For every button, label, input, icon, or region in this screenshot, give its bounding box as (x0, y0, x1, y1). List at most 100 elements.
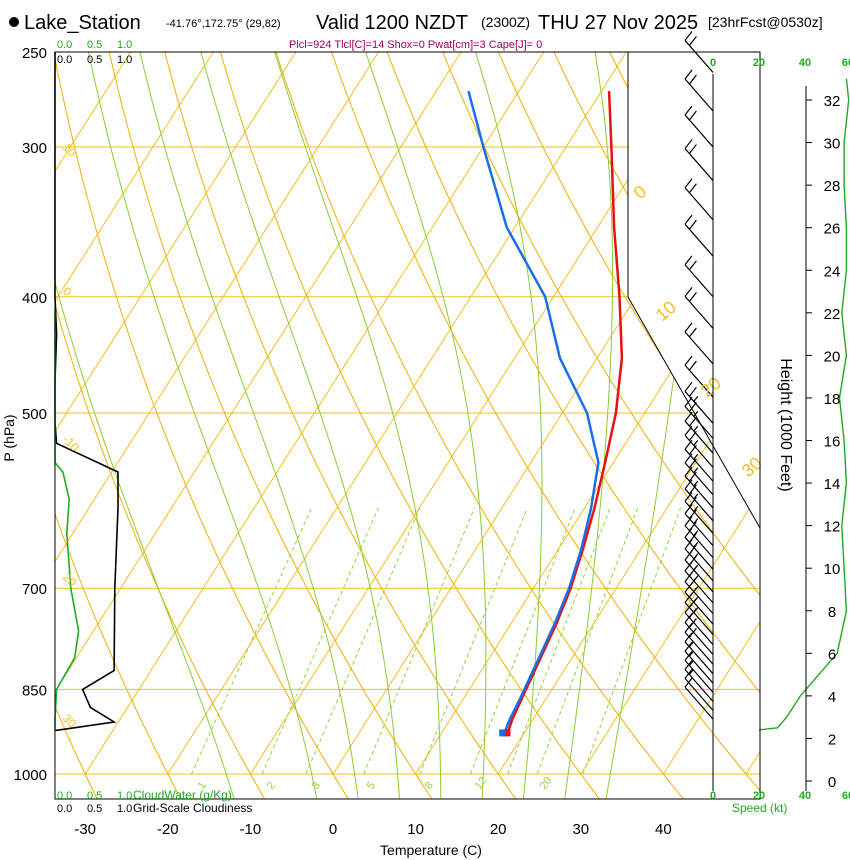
cloudwater-scale-bottom: 0.5 (87, 790, 102, 802)
wind-barb-feather (688, 458, 697, 469)
cloudiness-scale-top: 0.5 (87, 54, 102, 66)
wind-barb-feather (684, 561, 693, 572)
mixing-ratio-label: 1 (196, 780, 209, 792)
dry-adiabat (442, 52, 760, 597)
wind-barb-feather (684, 593, 693, 603)
wind-barb (684, 516, 714, 558)
wind-barb-feather (684, 286, 693, 297)
cloudiness-scale-bottom: 0.0 (57, 803, 72, 815)
cloudiness-scale-top: 1.0 (117, 54, 132, 66)
isotherm-line (167, 52, 627, 775)
pressure-tick-label: 850 (22, 682, 47, 699)
wind-barb (684, 139, 714, 181)
wind-barb-feather (684, 322, 693, 333)
isotherm-line (829, 52, 850, 774)
dry-adiabat (164, 52, 517, 799)
mixing-ratio-label: 5 (365, 780, 378, 792)
wind-barb-staff (684, 187, 714, 221)
wind-barb-feather (684, 504, 693, 514)
wind-barb-feather (688, 110, 697, 121)
wind-barb-feather (688, 521, 697, 531)
wind-barb-feather (684, 411, 693, 422)
wind-barb-feather (684, 527, 693, 538)
dry-adiabat (55, 705, 98, 799)
wind-barb-feather (688, 386, 697, 397)
wind-barb-staff (684, 475, 714, 509)
wind-barb (684, 641, 714, 684)
wind-barb-feather (684, 539, 693, 550)
moist-adiabat (55, 280, 235, 799)
wind-barb (684, 322, 714, 365)
dry-adiabat (275, 52, 684, 799)
temperature-tick-label: -20 (157, 821, 179, 838)
wind-barb-feather (684, 397, 693, 407)
cloud-profiles (54, 52, 850, 732)
cloudiness-scale-bottom: 0.5 (87, 803, 102, 815)
isotherm-line (580, 490, 760, 775)
wind-barb-feather (688, 496, 697, 507)
wind-barb-feather (688, 627, 697, 638)
pressure-tick-label: 1000 (14, 767, 47, 784)
height-tick-label: 0 (828, 774, 836, 791)
wind-barb-staff (684, 622, 714, 655)
isotherm-line (84, 52, 545, 775)
height-tick-label: 28 (824, 178, 841, 195)
height-tick-label: 22 (824, 306, 841, 323)
wind-barb-feather (684, 255, 693, 266)
height-tick-label: 4 (828, 689, 836, 706)
wind-barb-staff (684, 660, 714, 693)
temperature-axis-title: Temperature (C) (380, 842, 482, 858)
wind-barb (684, 622, 714, 665)
moist-adiabat (475, 52, 543, 799)
isotherm-line (55, 52, 297, 433)
temperature-tick-label: -30 (74, 821, 96, 838)
wind-barb-feather (688, 430, 697, 441)
cloudwater-scale-top: 1.0 (117, 39, 132, 51)
wind-barb-half-feather (693, 395, 699, 402)
temperature-tick-label: -10 (240, 821, 262, 838)
wind-barb-feather (688, 144, 697, 154)
wind-barb-staff (684, 669, 714, 702)
grid-mask (628, 52, 760, 528)
wind-barb-staff (684, 448, 714, 482)
temperature-tick-label: 30 (572, 821, 589, 838)
wind-barb-half-feather (693, 505, 699, 512)
wind-barb-feather (684, 641, 693, 652)
pressure-tick-label: 250 (22, 45, 47, 62)
dry-adiabat (497, 52, 760, 500)
wind-barb-staff (684, 390, 714, 424)
moist-adiabat (200, 52, 400, 799)
mixing-ratio-line (469, 507, 576, 775)
temperature-tick-label: 20 (490, 821, 507, 838)
height-tick-label: 2 (828, 731, 836, 748)
frame-diagonal (627, 296, 760, 529)
dry-adiabat (55, 56, 349, 799)
wind-barb-feather (684, 425, 693, 436)
wind-barb-staff (684, 78, 714, 112)
dry-adiabat (219, 52, 601, 799)
zulu-time: (2300Z) (481, 14, 530, 30)
isotherm-line (745, 751, 760, 775)
pressure-tick-label: 400 (22, 290, 47, 307)
speed-scale-top: 20 (753, 57, 765, 69)
thermo-grid (55, 52, 850, 799)
isotherm-line (55, 52, 462, 693)
wind-barb-staff (684, 686, 714, 720)
speed-scale-bottom: 40 (799, 790, 811, 802)
cloudwater-profile (54, 309, 80, 731)
wind-barb (684, 425, 714, 468)
wind-barb-feather (688, 327, 697, 338)
wind-barb (684, 105, 714, 148)
isotherm-label-left: 20 (60, 570, 80, 590)
speed-scale-bottom: 60 (842, 790, 850, 802)
wind-barb-staff (684, 364, 714, 398)
cloudiness-scale-top: 0.0 (57, 54, 72, 66)
wind-barb-feather (684, 381, 693, 392)
wind-barb-feather (688, 260, 697, 271)
wind-barb-staff (684, 148, 714, 181)
height-tick-label: 32 (824, 93, 841, 110)
wind-barb (684, 381, 714, 424)
wind-barb-feather (688, 444, 697, 455)
wind-barb (684, 31, 714, 73)
